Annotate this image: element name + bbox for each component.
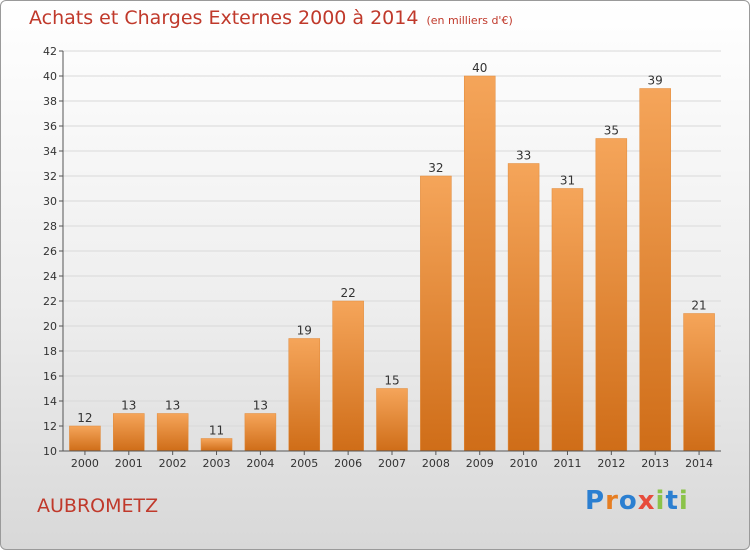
y-tick-label: 40 (43, 70, 57, 83)
y-tick-label: 34 (43, 145, 57, 158)
bar (113, 413, 145, 452)
bar (376, 388, 408, 452)
data-label: 39 (648, 74, 663, 88)
data-label: 19 (297, 324, 312, 338)
chart-title-text: Achats et Charges Externes 2000 à 2014 (29, 7, 419, 29)
data-label: 15 (384, 374, 399, 388)
data-label: 13 (165, 399, 180, 413)
logo-letter: i (678, 486, 689, 516)
logo-letter: r (605, 486, 619, 516)
bar (420, 175, 452, 452)
x-tick-label: 2009 (466, 457, 494, 470)
data-label: 33 (516, 149, 531, 163)
bar (156, 413, 189, 452)
y-tick-label: 36 (43, 120, 57, 133)
y-tick-label: 32 (43, 170, 57, 183)
x-tick-label: 2000 (71, 457, 99, 470)
logo-letter: o (618, 486, 638, 516)
bar (332, 300, 364, 452)
x-tick-label: 2011 (553, 457, 581, 470)
x-tick-label: 2002 (159, 457, 187, 470)
data-label: 22 (340, 286, 355, 300)
x-tick-label: 2014 (685, 457, 713, 470)
y-tick-label: 28 (43, 220, 57, 233)
x-tick-label: 2004 (246, 457, 274, 470)
bar (683, 313, 715, 452)
bar (288, 338, 321, 452)
y-tick-label: 16 (43, 370, 57, 383)
x-tick-label: 2007 (378, 457, 406, 470)
bar (551, 188, 584, 452)
bar (595, 138, 628, 452)
y-tick-label: 12 (43, 420, 57, 433)
y-tick-label: 42 (43, 45, 57, 58)
logo-letter: P (585, 486, 606, 516)
chart-unit-note: (en milliers d'€) (426, 14, 513, 27)
proxiti-logo[interactable]: Proxiti (585, 486, 689, 516)
data-label: 13 (121, 399, 136, 413)
y-tick-label: 38 (43, 95, 57, 108)
data-label: 40 (472, 61, 487, 75)
x-tick-label: 2001 (115, 457, 143, 470)
bar (200, 438, 233, 452)
bar (244, 413, 277, 452)
data-label: 12 (77, 411, 92, 425)
y-tick-label: 26 (43, 245, 57, 258)
x-tick-label: 2013 (641, 457, 669, 470)
data-label: 35 (604, 124, 619, 138)
bar (69, 425, 101, 452)
x-tick-label: 2008 (422, 457, 450, 470)
y-tick-label: 18 (43, 345, 57, 358)
commune-name: AUBROMETZ (37, 495, 159, 517)
logo-letter: t (665, 486, 679, 516)
bar (639, 88, 671, 452)
x-tick-label: 2006 (334, 457, 362, 470)
y-tick-label: 24 (43, 270, 57, 283)
y-tick-label: 20 (43, 320, 57, 333)
x-tick-label: 2003 (203, 457, 231, 470)
data-label: 31 (560, 174, 575, 188)
axes: 10 12 14 16 18 20 22 24 26 28 30 32 34 36 38 40 42 2000 20… (43, 45, 721, 470)
data-label: 32 (428, 161, 443, 175)
data-label: 21 (691, 299, 706, 313)
data-label: 13 (253, 399, 268, 413)
bar (507, 163, 540, 452)
y-tick-label: 10 (43, 445, 57, 458)
bars: 12 13 13 11 13 19 22 15 32 40 33 31 35 39 21 (69, 61, 715, 452)
chart-title: Achats et Charges Externes 2000 à 2014 (e… (29, 7, 513, 29)
x-tick-label: 2005 (290, 457, 318, 470)
x-tick-label: 2010 (510, 457, 538, 470)
logo-letter: i (655, 486, 666, 516)
x-tick-label: 2012 (597, 457, 625, 470)
y-tick-label: 22 (43, 295, 57, 308)
y-tick-label: 30 (43, 195, 57, 208)
bar (463, 75, 496, 452)
logo-letter: x (637, 486, 656, 516)
y-tick-label: 14 (43, 395, 57, 408)
data-label: 11 (209, 424, 224, 438)
